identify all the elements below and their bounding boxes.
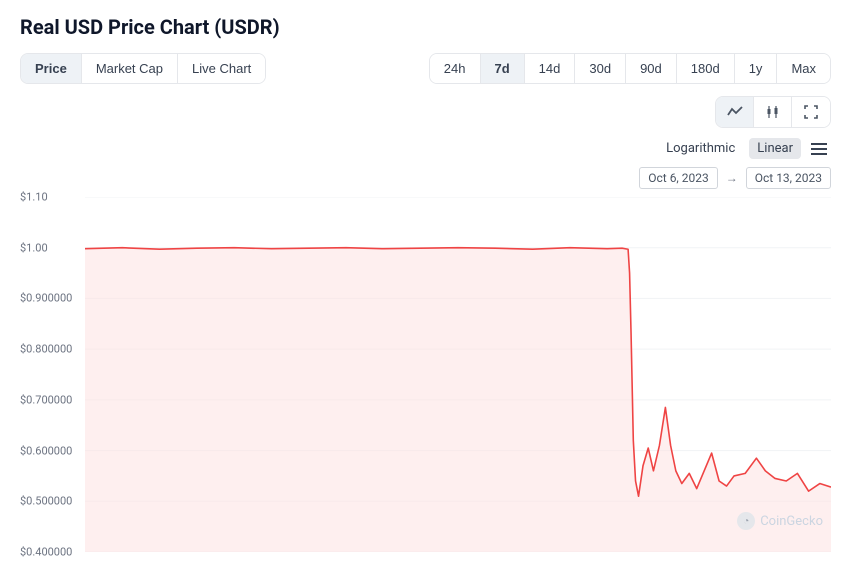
range-tab-1y[interactable]: 1y — [735, 54, 778, 83]
date-range-row: Oct 6, 2023 → Oct 13, 2023 — [20, 167, 831, 189]
scale-row: Logarithmic Linear — [20, 138, 831, 159]
y-axis-label: $0.900000 — [20, 292, 72, 305]
view-controls-row — [20, 96, 831, 128]
range-tab-7d[interactable]: 7d — [481, 54, 525, 83]
y-axis-label: $0.600000 — [20, 444, 72, 457]
candlestick-chart-icon[interactable] — [754, 97, 792, 127]
y-axis-label: $0.400000 — [20, 546, 72, 559]
line-chart-icon[interactable] — [716, 97, 754, 127]
range-tab-30d[interactable]: 30d — [575, 54, 626, 83]
metric-tab-live-chart[interactable]: Live Chart — [178, 54, 265, 83]
y-axis-label: $1.10 — [20, 191, 48, 204]
range-tab-14d[interactable]: 14d — [525, 54, 576, 83]
attribution-label: CoinGecko — [760, 514, 823, 529]
chart-menu-icon[interactable] — [807, 139, 831, 159]
range-tab-90d[interactable]: 90d — [626, 54, 677, 83]
metric-tab-group: PriceMarket CapLive Chart — [20, 53, 266, 84]
range-tab-24h[interactable]: 24h — [430, 54, 481, 83]
arrow-right-icon: → — [726, 171, 738, 185]
price-chart: ◔ CoinGecko $1.10$1.00$0.900000$0.800000… — [20, 197, 831, 552]
y-axis-label: $0.700000 — [20, 393, 72, 406]
y-axis-label: $0.500000 — [20, 495, 72, 508]
controls-row: PriceMarket CapLive Chart 24h7d14d30d90d… — [20, 53, 831, 84]
y-axis-label: $1.00 — [20, 241, 48, 254]
range-tab-180d[interactable]: 180d — [677, 54, 735, 83]
date-from-input[interactable]: Oct 6, 2023 — [639, 167, 718, 189]
range-tab-max[interactable]: Max — [777, 54, 830, 83]
metric-tab-market-cap[interactable]: Market Cap — [82, 54, 178, 83]
coingecko-icon: ◔ — [737, 512, 755, 530]
chart-type-group — [715, 96, 831, 128]
fullscreen-icon[interactable] — [792, 97, 830, 127]
range-tab-group: 24h7d14d30d90d180d1yMax — [429, 53, 831, 84]
date-to-input[interactable]: Oct 13, 2023 — [746, 167, 831, 189]
scale-linear[interactable]: Linear — [749, 138, 801, 159]
scale-logarithmic[interactable]: Logarithmic — [658, 138, 743, 159]
metric-tab-price[interactable]: Price — [21, 54, 82, 83]
attribution: ◔ CoinGecko — [737, 512, 823, 530]
y-axis-label: $0.800000 — [20, 343, 72, 356]
page-title: Real USD Price Chart (USDR) — [20, 15, 831, 39]
